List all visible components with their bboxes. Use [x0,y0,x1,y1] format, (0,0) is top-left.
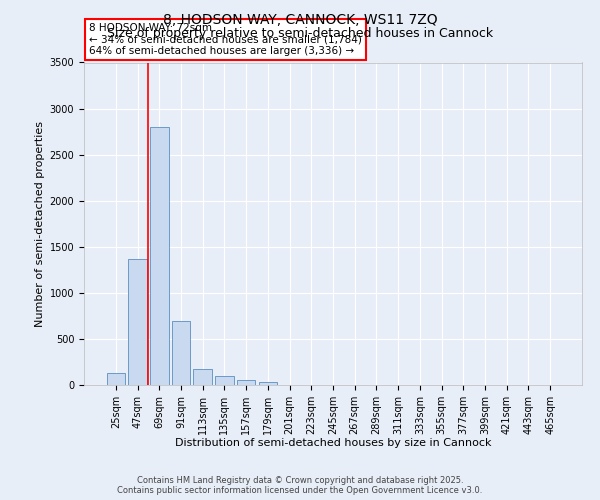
Bar [172,320,190,385]
Text: Contains HM Land Registry data © Crown copyright and database right 2025.
Contai: Contains HM Land Registry data © Crown c… [118,476,482,495]
Bar [128,259,147,385]
Bar [107,373,125,385]
Y-axis label: Number of semi-detached properties: Number of semi-detached properties [35,120,46,327]
Bar [259,382,277,385]
Bar [237,380,256,385]
Bar [215,376,233,385]
Bar [150,127,169,385]
Text: 8, HODSON WAY, CANNOCK, WS11 7ZQ: 8, HODSON WAY, CANNOCK, WS11 7ZQ [163,12,437,26]
Text: 8 HODSON WAY: 72sqm
← 34% of semi-detached houses are smaller (1,784)
64% of sem: 8 HODSON WAY: 72sqm ← 34% of semi-detach… [89,23,362,56]
Bar [193,370,212,385]
X-axis label: Distribution of semi-detached houses by size in Cannock: Distribution of semi-detached houses by … [175,438,491,448]
Text: Size of property relative to semi-detached houses in Cannock: Size of property relative to semi-detach… [107,28,493,40]
